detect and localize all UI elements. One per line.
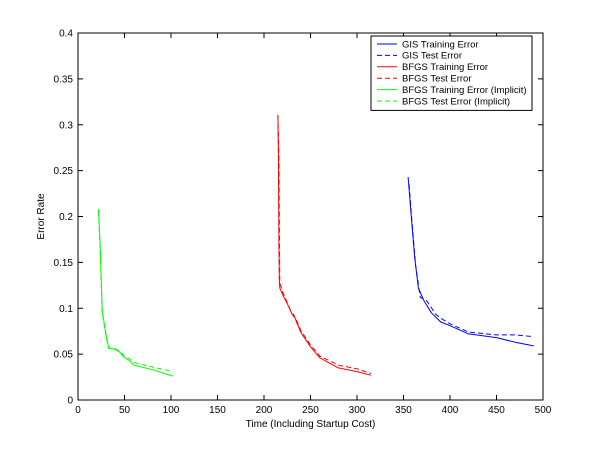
x-tick-label: 150	[209, 405, 226, 416]
x-tick-label: 100	[163, 405, 180, 416]
legend-entry-label: BFGS Training Error	[402, 62, 488, 73]
y-tick-label: 0	[67, 396, 73, 407]
x-tick-label: 500	[535, 405, 552, 416]
y-tick-label: 0.05	[54, 350, 74, 361]
legend-entry-label: BFGS Test Error (Implicit)	[402, 96, 510, 107]
legend-entry-label: BFGS Test Error	[402, 74, 472, 85]
series-line-5	[98, 209, 174, 377]
x-tick-label: 250	[302, 405, 319, 416]
series-line-6	[98, 210, 174, 373]
x-axis-label: Time (Including Startup Cost)	[246, 419, 376, 430]
legend-entry-label: GIS Training Error	[402, 39, 479, 50]
x-tick-label: 300	[349, 405, 366, 416]
legend-entry-label: BFGS Training Error (Implicit)	[402, 85, 527, 96]
x-tick-label: 450	[488, 405, 505, 416]
legend-box	[370, 35, 533, 111]
y-tick-label: 0.3	[59, 120, 73, 131]
series-line-1	[407, 176, 534, 347]
x-tick-label: 0	[75, 405, 81, 416]
y-tick-label: 0.2	[59, 212, 73, 223]
y-axis-label: Error Rate	[36, 193, 47, 240]
x-tick-label: 50	[119, 405, 131, 416]
y-tick-label: 0.35	[54, 74, 74, 85]
legend-entry-label: GIS Test Error	[402, 51, 462, 62]
series-line-3	[277, 114, 372, 376]
x-tick-label: 350	[395, 405, 412, 416]
y-tick-label: 0.1	[59, 304, 73, 315]
series-layer	[98, 114, 534, 377]
y-tick-label: 0.4	[59, 29, 73, 40]
series-line-2	[408, 184, 534, 338]
series-line-4	[277, 115, 372, 374]
y-tick-label: 0.25	[54, 166, 74, 177]
y-tick-label: 0.15	[54, 258, 74, 269]
x-tick-label: 200	[256, 405, 273, 416]
x-tick-label: 400	[442, 405, 459, 416]
